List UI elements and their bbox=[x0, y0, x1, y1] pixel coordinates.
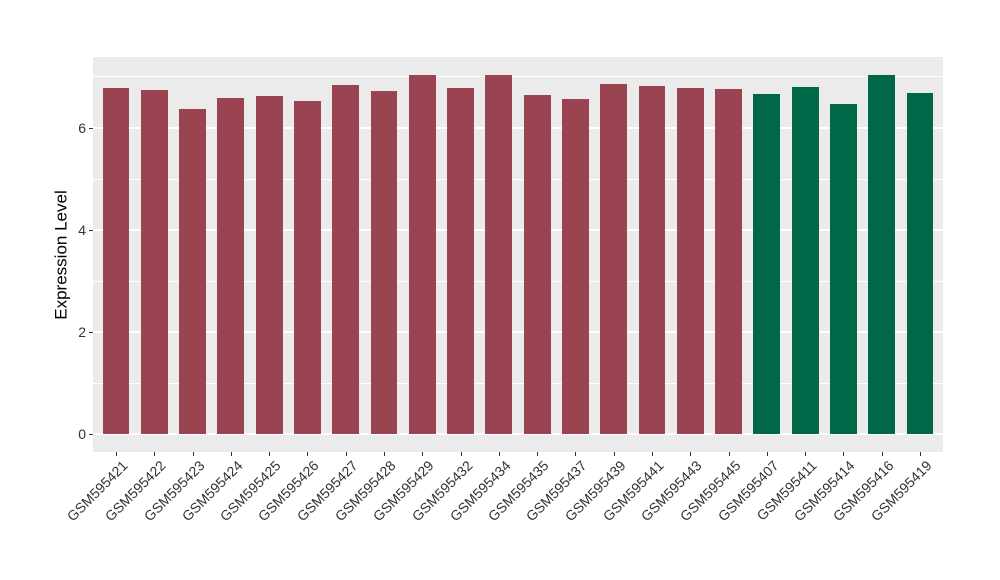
bar-GSM595414 bbox=[830, 103, 857, 435]
x-tick-mark bbox=[115, 452, 117, 456]
x-tick-mark bbox=[575, 452, 577, 456]
bar-GSM595439 bbox=[600, 84, 628, 435]
gridline-minor bbox=[93, 178, 943, 180]
bar-GSM595434 bbox=[485, 75, 513, 435]
x-tick-mark bbox=[460, 452, 462, 456]
y-tick-label: 0 bbox=[78, 426, 86, 443]
y-tick-mark bbox=[89, 127, 93, 129]
x-tick-mark bbox=[307, 452, 309, 456]
gridline-major bbox=[93, 433, 943, 436]
bar-GSM595422 bbox=[140, 89, 168, 435]
bar-GSM595411 bbox=[791, 87, 819, 435]
gridline-minor bbox=[93, 280, 943, 282]
x-tick-mark bbox=[383, 452, 385, 456]
bar-GSM595426 bbox=[294, 101, 321, 435]
x-tick-mark bbox=[345, 452, 347, 456]
y-tick-label: 6 bbox=[78, 120, 86, 136]
plot-panel bbox=[93, 57, 943, 452]
gridline-major bbox=[93, 127, 943, 129]
bar-GSM595407 bbox=[753, 93, 781, 435]
x-tick-mark bbox=[766, 452, 768, 456]
bar-GSM595425 bbox=[255, 95, 283, 435]
bar-GSM595419 bbox=[906, 93, 934, 435]
bar-GSM595421 bbox=[102, 88, 130, 435]
x-tick-mark bbox=[269, 452, 271, 456]
y-tick-mark bbox=[89, 229, 93, 231]
x-tick-mark bbox=[728, 452, 730, 456]
bar-GSM595437 bbox=[562, 98, 589, 435]
bar-GSM595435 bbox=[523, 95, 551, 435]
x-tick-mark bbox=[690, 452, 692, 456]
gridline-major bbox=[93, 331, 943, 334]
bar-GSM595427 bbox=[332, 85, 360, 435]
gridline-major bbox=[93, 229, 943, 232]
bar-GSM595423 bbox=[179, 109, 206, 435]
y-axis-title: Expression Level bbox=[51, 190, 71, 320]
bar-GSM595428 bbox=[370, 91, 398, 435]
bar-GSM595424 bbox=[217, 98, 245, 435]
y-tick-mark bbox=[89, 433, 93, 435]
x-tick-mark bbox=[192, 452, 194, 456]
x-tick-mark bbox=[613, 452, 615, 456]
x-tick-mark bbox=[498, 452, 500, 456]
bar-GSM595432 bbox=[447, 88, 474, 435]
bar-GSM595429 bbox=[408, 75, 436, 435]
bar-GSM595443 bbox=[676, 87, 704, 435]
gridline-minor bbox=[93, 76, 943, 78]
x-tick-mark bbox=[422, 452, 424, 456]
bar-GSM595445 bbox=[715, 88, 742, 435]
y-tick-label: 4 bbox=[78, 222, 86, 239]
x-tick-mark bbox=[920, 452, 922, 456]
gridline-minor bbox=[93, 382, 943, 384]
y-tick-mark bbox=[89, 331, 93, 333]
bar-GSM595441 bbox=[638, 85, 666, 435]
x-tick-mark bbox=[537, 452, 539, 456]
x-tick-mark bbox=[230, 452, 232, 456]
y-tick-label: 2 bbox=[78, 324, 86, 341]
x-tick-mark bbox=[652, 452, 653, 456]
x-tick-mark bbox=[805, 452, 807, 456]
bar-GSM595416 bbox=[868, 74, 896, 435]
x-tick-mark bbox=[154, 452, 156, 456]
x-tick-mark bbox=[843, 452, 845, 456]
x-tick-mark bbox=[881, 452, 883, 456]
